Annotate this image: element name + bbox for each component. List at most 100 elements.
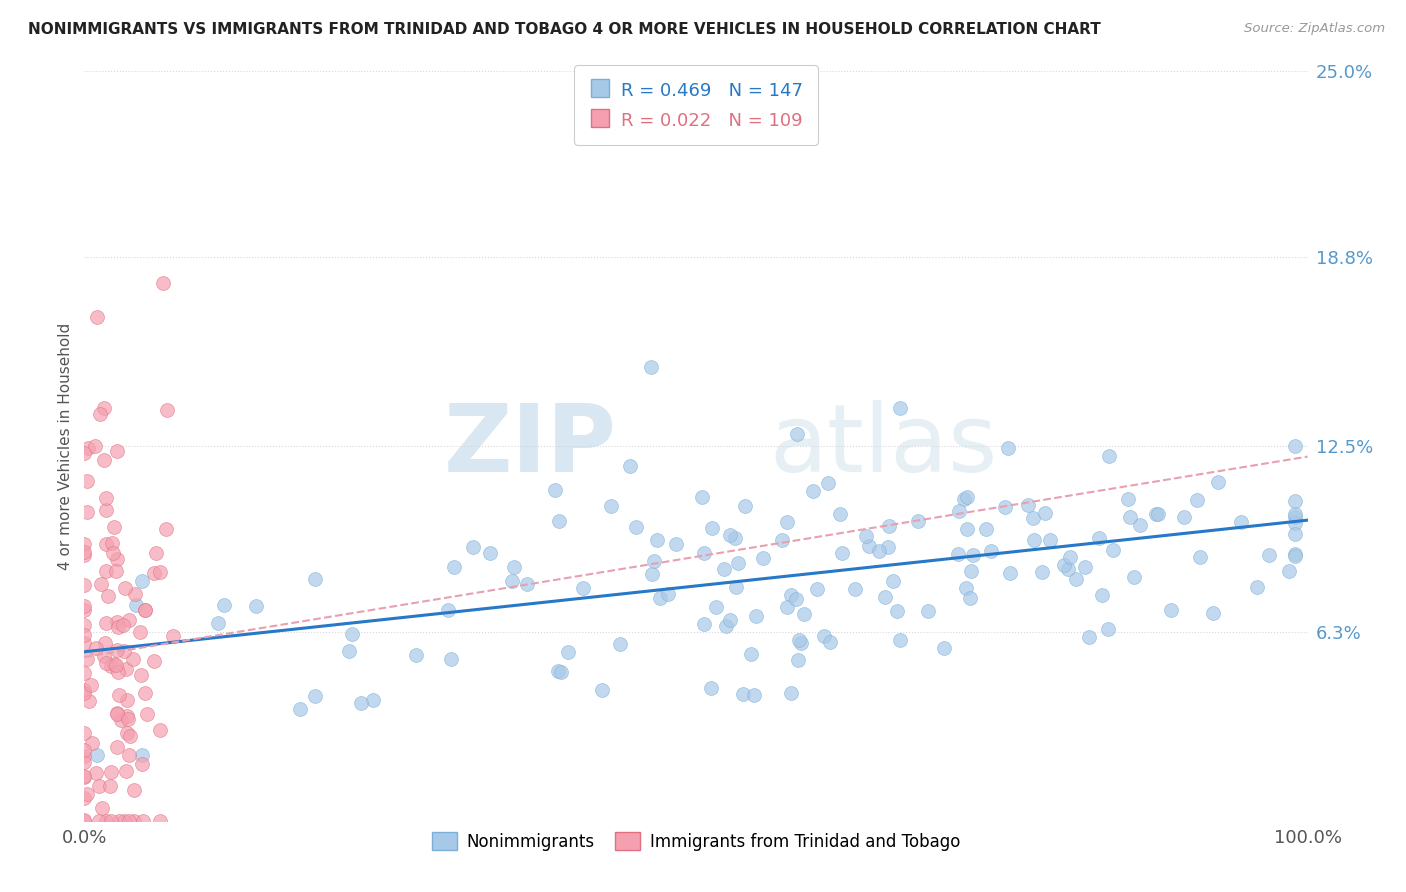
Point bbox=[775, 515, 797, 529]
Point bbox=[974, 522, 997, 536]
Point bbox=[516, 577, 538, 591]
Point bbox=[948, 504, 970, 518]
Point bbox=[1284, 526, 1306, 541]
Point bbox=[94, 503, 117, 517]
Text: NONIMMIGRANTS VS IMMIGRANTS FROM TRINIDAD AND TOBAGO 4 OR MORE VEHICLES IN HOUSE: NONIMMIGRANTS VS IMMIGRANTS FROM TRINIDA… bbox=[28, 22, 1101, 37]
Point bbox=[149, 723, 172, 737]
Text: atlas: atlas bbox=[769, 400, 998, 492]
Point bbox=[90, 577, 112, 591]
Point bbox=[118, 613, 141, 627]
Point bbox=[934, 640, 956, 655]
Point bbox=[112, 617, 135, 632]
Point bbox=[125, 598, 148, 612]
Point bbox=[73, 545, 96, 559]
Point bbox=[503, 559, 526, 574]
Point bbox=[1122, 570, 1144, 584]
Point bbox=[790, 636, 813, 650]
Point bbox=[994, 500, 1017, 515]
Point bbox=[1185, 492, 1208, 507]
Point bbox=[107, 814, 129, 828]
Point bbox=[96, 565, 118, 579]
Point bbox=[73, 599, 96, 614]
Point bbox=[770, 533, 793, 547]
Point bbox=[1102, 542, 1125, 557]
Point bbox=[1208, 475, 1230, 490]
Point bbox=[1064, 572, 1087, 586]
Point bbox=[693, 616, 716, 631]
Point bbox=[149, 814, 172, 828]
Point bbox=[105, 643, 128, 657]
Point bbox=[713, 562, 735, 576]
Point bbox=[84, 765, 107, 780]
Point bbox=[1144, 508, 1167, 522]
Point bbox=[1202, 606, 1225, 620]
Point bbox=[704, 600, 727, 615]
Point bbox=[94, 615, 117, 630]
Point bbox=[1284, 509, 1306, 524]
Point bbox=[115, 764, 138, 778]
Point bbox=[727, 556, 749, 570]
Point bbox=[1078, 630, 1101, 644]
Point bbox=[98, 779, 121, 793]
Point bbox=[877, 519, 900, 533]
Point bbox=[86, 748, 108, 763]
Point bbox=[599, 500, 621, 514]
Point bbox=[952, 492, 974, 507]
Point bbox=[143, 566, 166, 580]
Point bbox=[73, 770, 96, 784]
Point bbox=[858, 540, 880, 554]
Point bbox=[657, 587, 679, 601]
Point bbox=[619, 458, 641, 473]
Point bbox=[105, 706, 128, 721]
Point bbox=[105, 706, 128, 721]
Point bbox=[73, 446, 96, 460]
Point bbox=[980, 544, 1002, 558]
Point bbox=[134, 686, 156, 700]
Point bbox=[437, 603, 460, 617]
Point bbox=[443, 559, 465, 574]
Point bbox=[699, 681, 721, 695]
Point bbox=[1119, 510, 1142, 524]
Point bbox=[76, 787, 98, 801]
Point bbox=[83, 439, 105, 453]
Point bbox=[96, 491, 118, 505]
Point bbox=[73, 814, 96, 828]
Point bbox=[73, 665, 96, 680]
Point bbox=[876, 541, 898, 555]
Point bbox=[118, 814, 141, 828]
Point bbox=[725, 580, 748, 594]
Point bbox=[624, 519, 647, 533]
Point bbox=[1284, 507, 1306, 521]
Point bbox=[1017, 498, 1039, 512]
Point bbox=[94, 636, 117, 650]
Point bbox=[105, 740, 128, 755]
Point bbox=[718, 528, 741, 542]
Point bbox=[873, 590, 896, 604]
Point bbox=[105, 564, 128, 578]
Point bbox=[86, 640, 108, 655]
Point bbox=[501, 574, 523, 588]
Point bbox=[820, 634, 842, 648]
Point bbox=[73, 743, 96, 757]
Point bbox=[1284, 439, 1306, 453]
Point bbox=[793, 607, 815, 622]
Point bbox=[87, 779, 110, 793]
Point bbox=[110, 714, 132, 728]
Point bbox=[787, 653, 810, 667]
Point bbox=[131, 747, 153, 762]
Point bbox=[93, 401, 115, 416]
Point bbox=[714, 618, 737, 632]
Point bbox=[342, 626, 364, 640]
Point bbox=[100, 764, 122, 779]
Point bbox=[855, 529, 877, 543]
Point bbox=[1284, 494, 1306, 508]
Point bbox=[1031, 565, 1053, 579]
Point bbox=[752, 550, 775, 565]
Point bbox=[734, 499, 756, 513]
Point bbox=[114, 582, 136, 596]
Point bbox=[1147, 507, 1170, 521]
Legend: Nonimmigrants, Immigrants from Trinidad and Tobago: Nonimmigrants, Immigrants from Trinidad … bbox=[425, 826, 967, 857]
Point bbox=[917, 604, 939, 618]
Point bbox=[131, 574, 153, 588]
Point bbox=[1284, 549, 1306, 563]
